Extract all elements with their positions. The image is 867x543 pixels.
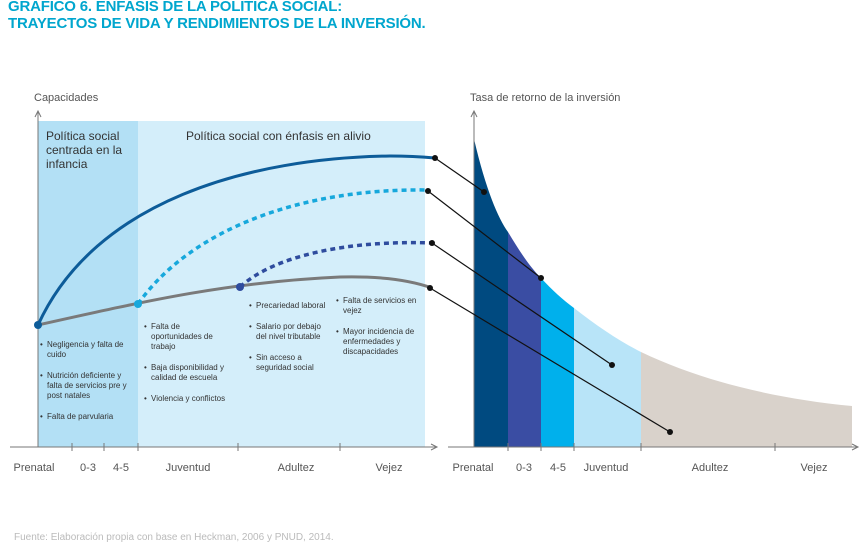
connector-dots	[425, 155, 673, 435]
connector-dot	[609, 362, 615, 368]
bullets-juventud: Falta de oportunidades de trabajo Baja d…	[144, 322, 232, 415]
left-y-axis-arrow	[34, 109, 42, 118]
left-y-axis-title: Capacidades	[34, 92, 99, 104]
band-adultez-vejez	[641, 352, 852, 447]
right-x-ticks	[507, 443, 776, 451]
left-x-tick-label: Prenatal	[13, 462, 55, 474]
connector-dot	[427, 285, 433, 291]
chart-title-line2: TRAYECTOS DE VIDA Y RENDIMIENTOS DE LA I…	[8, 15, 426, 32]
left-x-tick-label: Adultez	[277, 462, 315, 474]
right-x-tick-label: Prenatal	[452, 462, 494, 474]
bullet-item: Falta de oportunidades de trabajo	[144, 322, 232, 352]
connector-lines	[427, 157, 671, 433]
bullet-item: Negligencia y falta de cuido	[40, 340, 132, 360]
bullet-item: Sin acceso a seguridad social	[249, 353, 329, 373]
right-x-tick-label: Juventud	[583, 462, 629, 474]
right-x-tick-label: 4-5	[550, 462, 566, 474]
bullets-infancia: Negligencia y falta de cuido Nutrición d…	[40, 340, 132, 433]
connector-line	[427, 190, 542, 279]
connector-dot	[429, 240, 435, 246]
bullet-item: Falta de servicios en vejez	[336, 296, 422, 316]
bullet-item: Violencia y conflictos	[144, 394, 232, 404]
connector-dot	[667, 429, 673, 435]
curve-base-trajectory	[37, 275, 433, 327]
connector-dot	[425, 188, 431, 194]
left-x-tick-label: 0-3	[80, 462, 96, 474]
bullets-adultez: Precariedad laboral Salario por debajo d…	[249, 301, 329, 384]
left-x-tick-label: Juventud	[165, 462, 211, 474]
bullet-item: Mayor incidencia de enfermedades y disca…	[336, 327, 422, 357]
connector-dot	[538, 275, 544, 281]
right-x-tick-label: Adultez	[691, 462, 729, 474]
connector-dot	[481, 189, 487, 195]
connector-line	[429, 287, 671, 433]
bullet-item: Falta de parvularia	[40, 412, 132, 422]
right-y-axis-arrow	[470, 109, 478, 118]
point-juventud	[134, 300, 142, 308]
connector-line	[434, 157, 485, 193]
band-juventud	[574, 308, 641, 447]
curve-dotted-adult-investment	[238, 240, 433, 289]
connector-dot	[432, 155, 438, 161]
bullet-item: Salario por debajo del nivel tributable	[249, 322, 329, 342]
left-x-tick-label: 4-5	[113, 462, 129, 474]
bullet-item: Nutrición deficiente y falta de servicio…	[40, 371, 132, 401]
point-adultez	[236, 283, 244, 291]
curve-early-investment	[36, 154, 436, 326]
region-alivio-label: Política social con énfasis en alivio	[186, 129, 371, 143]
region-alivio-bg	[138, 121, 425, 447]
band-0-3	[508, 232, 541, 447]
left-x-ticks	[71, 443, 341, 451]
right-y-axis-title: Tasa de retorno de la inversión	[470, 92, 621, 104]
bullet-item: Precariedad laboral	[249, 301, 329, 311]
bullets-vejez: Falta de servicios en vejez Mayor incide…	[336, 296, 422, 368]
right-x-tick-label: Vejez	[800, 462, 828, 474]
left-x-tick-label: Vejez	[375, 462, 403, 474]
band-prenatal	[474, 139, 508, 447]
right-x-tick-label: 0-3	[516, 462, 532, 474]
bullet-item: Baja disponibilidad y calidad de escuela	[144, 363, 232, 383]
chart-title: GRÁFICO 6. ÉNFASIS DE LA POLÍTICA SOCIAL…	[8, 0, 426, 32]
curve-dotted-youth-investment	[136, 188, 429, 306]
point-prenatal	[34, 321, 42, 329]
connector-line	[431, 242, 613, 366]
region-infancia-label: Política social centrada en la infancia	[46, 129, 123, 171]
source-note: Fuente: Elaboración propia con base en H…	[14, 532, 334, 543]
band-4-5	[541, 278, 574, 447]
chart-title-line1: GRÁFICO 6. ÉNFASIS DE LA POLÍTICA SOCIAL…	[8, 0, 343, 15]
right-x-axis-arrow	[851, 443, 860, 451]
left-x-axis-arrow	[430, 443, 439, 451]
